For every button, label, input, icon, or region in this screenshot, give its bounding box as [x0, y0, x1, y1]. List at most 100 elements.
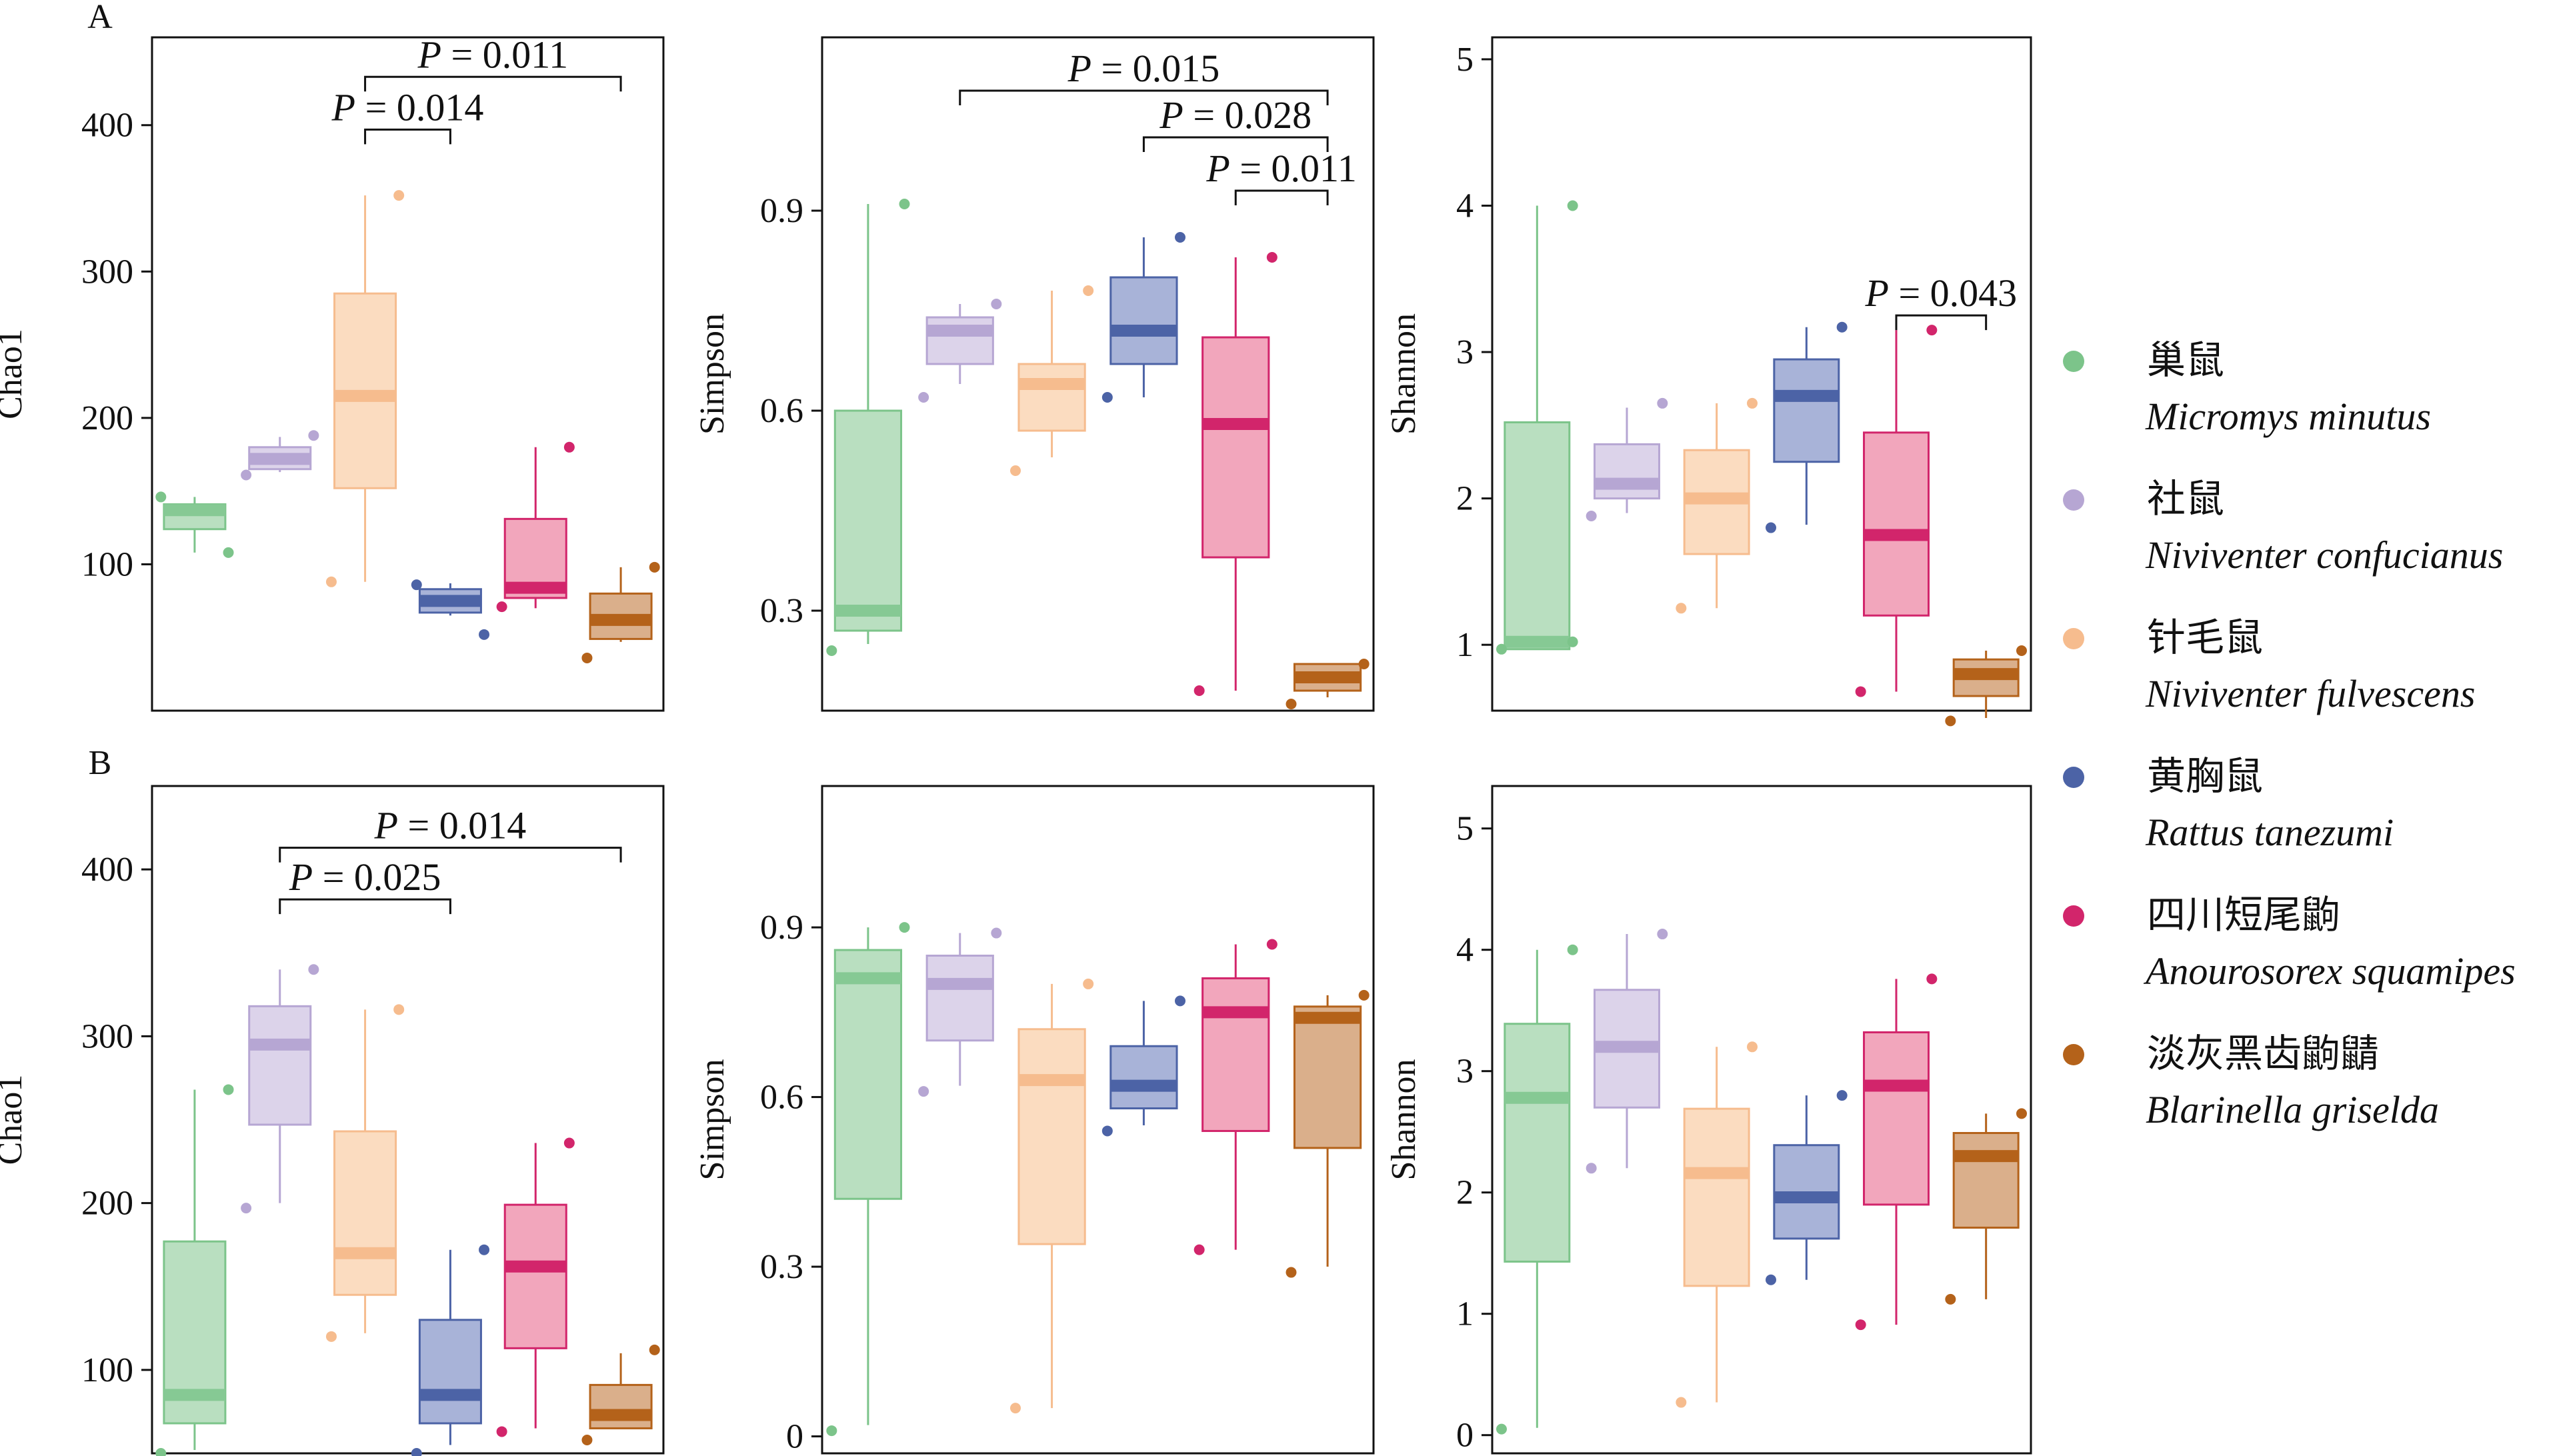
legend-name-cn: 四川短尾鼩 [2147, 893, 2340, 937]
box-g6 [581, 561, 660, 663]
y-axis-label: Simpson [693, 313, 731, 435]
legend-marker [2063, 628, 2084, 649]
data-point [1746, 1041, 1758, 1053]
box-g6 [1285, 989, 1370, 1278]
p-value: = 0.011 [441, 33, 568, 76]
p-symbol: P [1205, 147, 1229, 190]
bracket-line [279, 847, 622, 863]
box-iqr [1863, 1031, 1930, 1206]
significance-bracket: P = 0.014 [279, 804, 622, 863]
y-tick-label: 5 [1456, 41, 1474, 79]
y-tick-label: 0 [1456, 1417, 1474, 1455]
box-iqr [1109, 1045, 1178, 1110]
box-g1 [826, 922, 910, 1437]
data-point [1010, 465, 1021, 476]
data-point [649, 561, 660, 573]
bracket-line [364, 75, 622, 92]
data-point [1285, 1267, 1297, 1278]
data-point [1746, 397, 1758, 409]
box-g3 [1010, 978, 1094, 1414]
data-point [1836, 321, 1848, 333]
data-point [1945, 1293, 1956, 1305]
y-tick-label: 4 [1456, 187, 1474, 225]
panel-b-simpson: 0 0.3 0.6 0.9 Simpson [693, 785, 1375, 1456]
data-point [1586, 510, 1597, 521]
significance-bracket: P = 0.015 [959, 47, 1329, 105]
box-iqr [589, 1383, 653, 1429]
box-g1 [826, 199, 910, 656]
y-tick-label: 2 [1456, 480, 1474, 518]
y-tick-label: 400 [81, 107, 133, 145]
box-iqr [1201, 977, 1270, 1132]
p-value: = 0.014 [398, 804, 526, 847]
p-value: = 0.015 [1091, 47, 1219, 90]
box-g6 [581, 1344, 660, 1445]
data-point [1358, 989, 1370, 1001]
data-point [1266, 252, 1277, 263]
box-iqr [1594, 443, 1660, 500]
legend-name-latin: Anourosorex squamipes [2143, 949, 2516, 993]
y-tick-label: 1 [1456, 626, 1474, 664]
data-point [393, 190, 405, 201]
data-point [155, 1448, 167, 1456]
data-point [411, 579, 422, 591]
data-point [1285, 699, 1297, 709]
data-point [241, 469, 252, 481]
legend-name-cn: 黄胸鼠 [2147, 755, 2263, 798]
box-g4 [1101, 232, 1185, 403]
y-tick-label: 0.9 [760, 909, 803, 947]
legend-item-g5: 四川短尾鼩 Anourosorex squamipes [2063, 893, 2516, 993]
significance-bracket: P = 0.025 [279, 855, 451, 915]
significance-bracket: P = 0.043 [1865, 271, 2017, 331]
legend-item-g3: 针毛鼠 Niviventer fulvescens [2063, 616, 2475, 715]
panel-b-shannon: 0 1 2 3 4 5 Shannon [1385, 785, 2032, 1455]
legend-name-cn: 针毛鼠 [2147, 616, 2263, 659]
row-label-b: B [89, 744, 112, 782]
box-g4 [411, 579, 490, 640]
data-point [1676, 603, 1687, 614]
data-point [1496, 643, 1508, 655]
y-tick-label: 200 [81, 399, 133, 437]
data-point [563, 441, 575, 453]
data-point [1676, 1397, 1687, 1408]
legend-item-g1: 巢鼠 Micromys minutus [2063, 339, 2431, 438]
legend-name-latin: Niviventer fulvescens [2145, 672, 2475, 715]
box-g3 [1010, 285, 1094, 476]
y-tick-label: 0 [786, 1418, 803, 1456]
data-point [1496, 1423, 1508, 1435]
box-g1 [155, 491, 234, 558]
y-tick-label: 300 [81, 253, 133, 291]
y-axis-label: Simpson [693, 1059, 731, 1180]
data-point [479, 629, 490, 640]
data-point [991, 299, 1002, 309]
p-value-label: P = 0.014 [331, 85, 484, 129]
data-point [918, 1086, 929, 1097]
data-point [1945, 715, 1956, 727]
box-iqr [1293, 1005, 1362, 1149]
data-point [581, 652, 593, 663]
y-tick-label: 0.6 [760, 392, 803, 430]
data-point [826, 645, 837, 656]
y-tick-label: 400 [81, 851, 133, 889]
data-point [1657, 929, 1668, 940]
data-point [223, 1084, 234, 1095]
legend-name-cn: 巢鼠 [2147, 339, 2224, 382]
box-iqr [1504, 1023, 1571, 1263]
legend: 巢鼠 Micromys minutus 社鼠 Niviventer confucian… [2063, 339, 2516, 1131]
box-iqr [925, 316, 994, 365]
y-axis-label: Shannon [1385, 313, 1423, 435]
significance-bracket: P = 0.011 [364, 33, 622, 92]
y-tick-label: 100 [81, 1351, 133, 1389]
data-point [899, 199, 910, 209]
bracket-line [1142, 136, 1329, 152]
box-g3 [1676, 1041, 1758, 1408]
y-tick-label: 0.3 [760, 1248, 803, 1286]
box-g2 [1586, 397, 1668, 521]
significance-bracket: P = 0.028 [1142, 93, 1329, 152]
data-point [325, 576, 337, 587]
y-tick-label: 0.9 [760, 192, 803, 230]
data-point [2016, 645, 2027, 656]
legend-marker [2063, 489, 2084, 511]
data-point [223, 547, 234, 558]
